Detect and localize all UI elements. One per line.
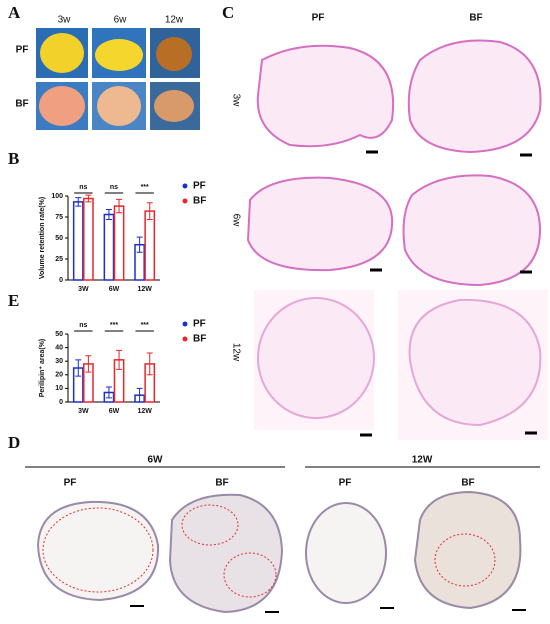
row-label: BF — [15, 99, 28, 110]
panel-label: E — [8, 291, 19, 310]
error-bar — [116, 349, 123, 370]
y-tick-label: 40 — [55, 344, 63, 351]
y-tick-label: 75 — [55, 214, 63, 221]
significance-label: ns — [110, 184, 118, 191]
column-label: PF — [312, 13, 325, 24]
legend-label: PF — [193, 181, 206, 192]
bar — [83, 197, 94, 281]
y-axis-label: Perilipin⁺ area(%) — [39, 339, 46, 398]
error-bar — [136, 236, 143, 253]
significance-label: *** — [141, 184, 149, 191]
group-title: 6W — [148, 455, 164, 466]
legend-label: PF — [193, 319, 206, 330]
ihc-images — [36, 490, 522, 614]
significance-label: ns — [79, 322, 87, 329]
y-tick-label: 25 — [55, 256, 63, 263]
panel-label: B — [8, 149, 19, 168]
scale-bars — [130, 605, 526, 613]
x-tick-label: 6W — [109, 286, 120, 293]
error-bar — [105, 208, 112, 221]
bar — [72, 201, 84, 281]
significance-label: *** — [141, 322, 149, 329]
column-label: BF — [215, 478, 228, 489]
column-label: 6w — [114, 15, 128, 26]
legend-marker — [182, 183, 188, 189]
y-axis-label: Volume retention rate(%) — [39, 197, 46, 279]
row-label: PF — [16, 45, 29, 56]
y-tick-label: 50 — [55, 331, 63, 338]
y-tick-label: 0 — [59, 277, 63, 284]
column-label: 12w — [165, 15, 184, 26]
legend-marker — [182, 321, 188, 327]
y-tick-label: 20 — [55, 372, 63, 379]
row-label: 3w — [230, 94, 241, 108]
legend-marker — [182, 336, 188, 342]
x-tick-label: 3W — [78, 408, 89, 415]
legend-label: BF — [193, 196, 206, 207]
group-title: 12W — [412, 455, 433, 466]
panel-label: A — [8, 3, 21, 22]
error-bar — [75, 197, 82, 207]
scale-bars — [360, 150, 537, 437]
error-bar — [85, 355, 92, 373]
column-label: PF — [64, 478, 77, 489]
y-tick-label: 0 — [59, 399, 63, 406]
x-tick-label: 6W — [109, 408, 120, 415]
y-tick-label: 100 — [51, 193, 63, 200]
legend-marker — [182, 198, 188, 204]
column-label: 3w — [58, 15, 72, 26]
x-tick-label: 12W — [137, 408, 152, 415]
row-label: 12w — [230, 343, 241, 362]
error-bar — [146, 352, 153, 376]
significance-label: *** — [110, 322, 118, 329]
x-tick-label: 12W — [137, 286, 152, 293]
y-tick-label: 50 — [55, 235, 63, 242]
panel-label: C — [222, 3, 234, 22]
column-label: BF — [461, 478, 474, 489]
column-label: BF — [469, 13, 482, 24]
bar — [113, 205, 125, 281]
histology-images — [246, 39, 548, 440]
error-bar — [85, 194, 92, 203]
error-bar — [75, 359, 82, 377]
y-tick-label: 10 — [55, 385, 63, 392]
x-tick-label: 3W — [78, 286, 89, 293]
red-outlines — [42, 504, 496, 598]
error-bar — [105, 386, 112, 399]
legend-label: BF — [193, 334, 206, 345]
bar — [144, 210, 156, 281]
error-bar — [116, 198, 123, 214]
significance-label: ns — [79, 184, 87, 191]
photo-grid — [36, 28, 200, 130]
error-bar — [136, 387, 143, 403]
panel-label: D — [8, 433, 20, 452]
row-label: 6w — [230, 214, 241, 228]
error-bar — [146, 202, 153, 221]
column-label: PF — [339, 478, 352, 489]
y-tick-label: 30 — [55, 358, 63, 365]
bar — [103, 213, 115, 281]
